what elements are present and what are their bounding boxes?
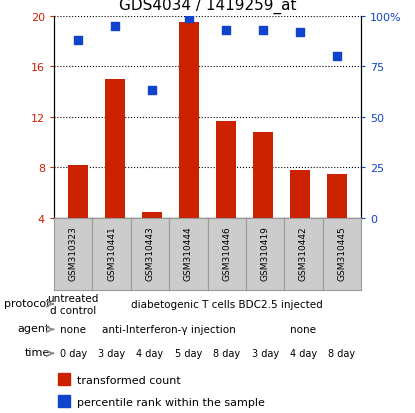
Text: 5 day: 5 day xyxy=(175,349,202,358)
Bar xyxy=(253,133,273,218)
Text: diabetogenic T cells BDC2.5 injected: diabetogenic T cells BDC2.5 injected xyxy=(131,299,322,309)
Text: GSM310442: GSM310442 xyxy=(299,225,308,280)
Title: GDS4034 / 1419259_at: GDS4034 / 1419259_at xyxy=(119,0,296,14)
Text: 8 day: 8 day xyxy=(328,349,355,358)
Text: percentile rank within the sample: percentile rank within the sample xyxy=(77,396,265,406)
Text: GSM310443: GSM310443 xyxy=(145,225,154,280)
Text: anti-Interferon-γ injection: anti-Interferon-γ injection xyxy=(102,325,236,335)
Text: protocol: protocol xyxy=(5,298,50,308)
Text: GSM310441: GSM310441 xyxy=(107,225,116,280)
Bar xyxy=(216,121,236,218)
Text: 4 day: 4 day xyxy=(290,349,317,358)
Bar xyxy=(327,174,347,218)
Point xyxy=(297,29,303,36)
Text: none: none xyxy=(290,325,317,335)
Text: GSM310446: GSM310446 xyxy=(222,225,231,280)
Text: GSM310419: GSM310419 xyxy=(261,225,270,280)
Bar xyxy=(58,374,70,385)
Bar xyxy=(179,23,199,218)
Text: 4 day: 4 day xyxy=(137,349,164,358)
Point xyxy=(223,27,229,34)
Bar xyxy=(290,171,310,218)
Text: none: none xyxy=(60,325,86,335)
Point xyxy=(112,23,118,30)
Point xyxy=(75,38,81,44)
Text: agent: agent xyxy=(17,323,50,333)
Text: 3 day: 3 day xyxy=(251,349,278,358)
Point xyxy=(149,88,155,95)
Bar xyxy=(142,212,162,218)
Bar xyxy=(68,166,88,218)
Point xyxy=(260,27,266,34)
Text: time: time xyxy=(24,347,50,357)
Text: transformed count: transformed count xyxy=(77,375,181,385)
Text: GSM310444: GSM310444 xyxy=(184,225,193,280)
Bar xyxy=(58,395,70,407)
Text: 0 day: 0 day xyxy=(60,349,87,358)
Text: GSM310323: GSM310323 xyxy=(68,225,78,280)
Text: untreated
d control: untreated d control xyxy=(47,293,99,315)
Text: 8 day: 8 day xyxy=(213,349,240,358)
Bar xyxy=(105,80,125,218)
Point xyxy=(334,54,340,60)
Point xyxy=(186,15,192,22)
Text: 3 day: 3 day xyxy=(98,349,125,358)
Text: GSM310445: GSM310445 xyxy=(337,225,347,280)
